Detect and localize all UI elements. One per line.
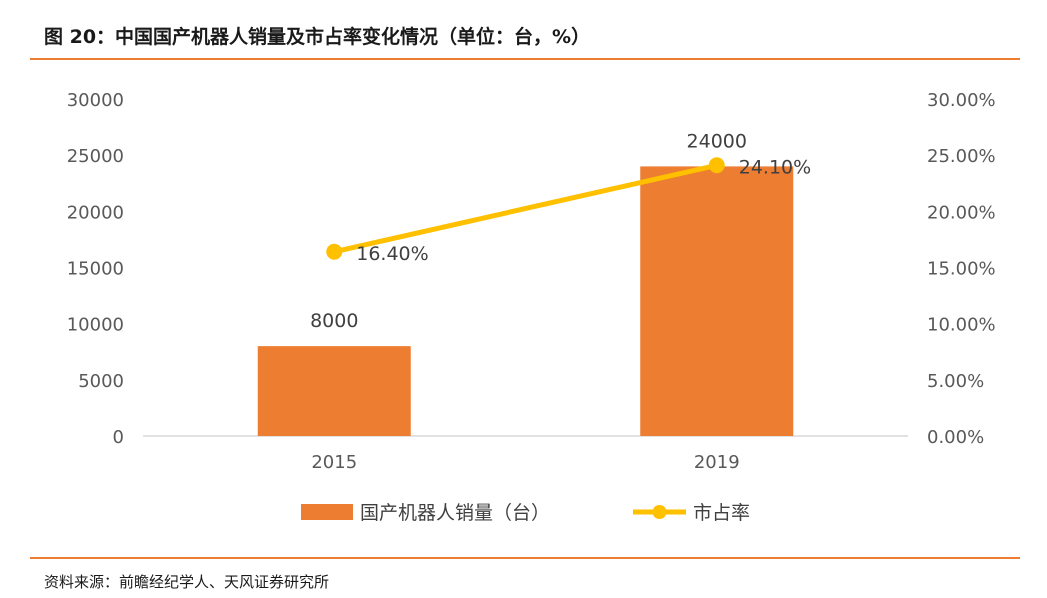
bar [640,166,794,436]
source-note: 资料来源：前瞻经纪学人、天风证券研究所 [44,573,330,591]
y-left-tick-label: 15000 [67,259,124,280]
x-tick-label: 2015 [311,452,357,473]
y-left-tick-label: 25000 [67,146,124,167]
y-left-tick-label: 5000 [78,371,124,392]
line-point [708,157,725,174]
y-right-tick-label: 20.00% [927,202,996,223]
line-series-path [331,162,720,255]
bars-group: 8000 24000 [257,130,794,436]
legend-bar-label: 国产机器人销量（台） [360,502,550,524]
legend-line-label: 市占率 [693,502,750,524]
y-left-tick-label: 0 [113,427,124,448]
bar-data-label: 24000 [687,130,747,152]
y-left-tick-label: 30000 [67,90,124,111]
legend-bar-swatch [301,504,353,520]
legend: 国产机器人销量（台） 市占率 [301,502,750,524]
line-point [326,243,343,260]
y-right-tick-label: 30.00% [927,90,996,111]
line-series-group: 16.40% 24.10% [326,156,811,265]
axes-group: 0 5000 10000 15000 20000 25000 30000 0.00% 5.00%… [67,90,996,473]
y-right-tick-label: 5.00% [927,371,984,392]
legend-line-marker [652,505,667,519]
y-right-tick-label: 15.00% [927,259,996,280]
line-data-label: 24.10% [739,156,811,178]
title-divider [30,58,1020,60]
y-right-tick-label: 25.00% [927,146,996,167]
chart-title: 图 20：中国国产机器人销量及市占率变化情况（单位：台，%） [44,26,591,48]
line-data-label: 16.40% [356,243,428,265]
x-tick-label: 2019 [694,452,740,473]
y-left-tick-label: 10000 [67,315,124,336]
source-divider [30,557,1020,559]
y-right-tick-label: 10.00% [927,315,996,336]
bar [257,346,411,436]
bar-data-label: 8000 [310,310,358,332]
y-left-tick-label: 20000 [67,202,124,223]
y-right-tick-label: 0.00% [927,427,984,448]
